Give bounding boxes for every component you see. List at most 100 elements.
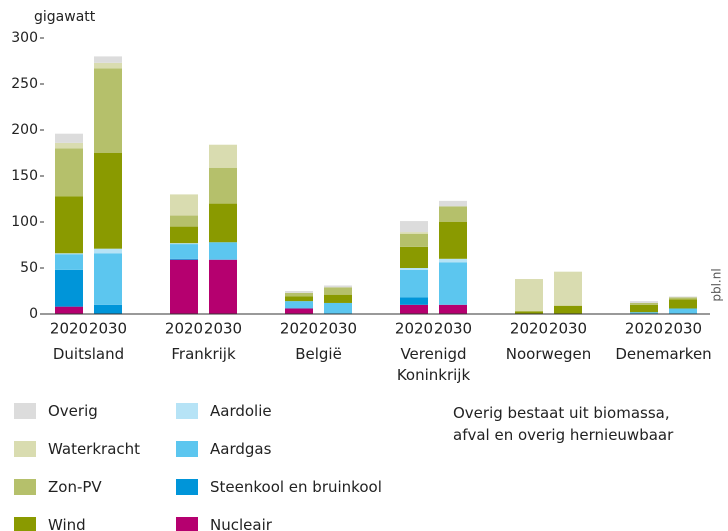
x-tick-label: 2030 <box>549 320 587 338</box>
x-tick-label: 2020 <box>395 320 433 338</box>
y-tick-label: 200 <box>11 122 38 138</box>
legend-swatch <box>14 517 36 531</box>
y-tick-label: 0 <box>29 306 38 322</box>
bar-segment <box>170 244 198 259</box>
x-tick-label: 2020 <box>625 320 663 338</box>
bar-segment <box>439 222 467 259</box>
bar-segment <box>209 167 237 204</box>
bar-segment <box>55 142 83 149</box>
bar-segment <box>170 194 198 216</box>
bar-segment <box>669 297 697 300</box>
bar-segment <box>94 304 122 314</box>
legend-swatch <box>176 403 198 419</box>
bar-segment <box>324 294 352 303</box>
bar-segment <box>515 311 543 314</box>
bar-segment <box>55 133 83 143</box>
bar-segment <box>170 215 198 227</box>
bar-segment <box>400 233 428 247</box>
y-tick-label: 150 <box>11 168 38 184</box>
y-tick-label: 300 <box>11 30 38 46</box>
bar-segment <box>400 297 428 305</box>
legend-label: Steenkool en bruinkool <box>210 478 382 496</box>
note: Overig bestaat uit biomassa, afval en ov… <box>453 404 674 444</box>
y-tick-label: 50 <box>20 260 38 276</box>
bar-segment <box>630 301 658 303</box>
legend-swatch <box>176 441 198 457</box>
legend-label: Zon-PV <box>48 478 102 496</box>
bar-segment <box>400 304 428 314</box>
y-tick-label: 100 <box>11 214 38 230</box>
bar-segment <box>55 306 83 314</box>
bar-segment <box>630 312 658 314</box>
bar-segment <box>55 253 83 255</box>
bar-segment <box>94 248 122 254</box>
bar-segment <box>400 269 428 298</box>
legend-label: Wind <box>48 516 86 531</box>
y-axis-label: gigawatt <box>34 9 96 25</box>
bar-segment <box>285 296 313 302</box>
bar-segment <box>285 308 313 314</box>
bar-segment <box>439 258 467 263</box>
bar-segment <box>55 254 83 270</box>
bar-segment <box>439 262 467 305</box>
bar-segment <box>209 242 237 260</box>
group-label: Frankrijk <box>171 345 236 363</box>
bar-segment <box>55 196 83 254</box>
bar-segment <box>324 302 352 314</box>
bar-segment <box>94 153 122 249</box>
bar-segment <box>669 299 697 309</box>
x-tick-label: 2030 <box>664 320 702 338</box>
group-label: Noorwegen <box>505 345 592 363</box>
x-tick-label: 2020 <box>280 320 318 338</box>
bar-segment <box>94 56 122 63</box>
bar-segment <box>630 302 658 305</box>
bar-segment <box>209 259 237 314</box>
y-tick-label: 250 <box>11 76 38 92</box>
bar-segment <box>285 291 313 293</box>
bar-segment <box>400 221 428 233</box>
bar-segment <box>285 301 313 309</box>
bar-segment <box>515 279 543 312</box>
bar-segment <box>669 308 697 314</box>
bar-segment <box>170 259 198 314</box>
legend-label: Aardgas <box>210 440 272 458</box>
legend-swatch <box>176 479 198 495</box>
bar-segment <box>400 246 428 268</box>
legend-swatch <box>176 517 198 531</box>
bar-segment <box>400 232 428 234</box>
x-tick-label: 2030 <box>204 320 242 338</box>
legend-swatch <box>14 441 36 457</box>
group-label: Verenigd Koninkrijk <box>396 345 471 384</box>
legend-swatch <box>14 403 36 419</box>
x-tick-label: 2020 <box>165 320 203 338</box>
group-label: België <box>295 345 342 363</box>
bar-segment <box>209 203 237 243</box>
x-tick-label: 2030 <box>319 320 357 338</box>
bar-segment <box>554 271 582 306</box>
bar-segment <box>170 258 198 260</box>
bar-segment <box>170 243 198 245</box>
source: pbl.nl <box>710 268 724 301</box>
bar-segment <box>285 292 313 297</box>
bar-segment <box>170 226 198 244</box>
group-label: Denemarken <box>615 345 712 363</box>
bar-segment <box>400 268 428 270</box>
bar-segment <box>439 304 467 314</box>
bar-segment <box>439 206 467 222</box>
group-label: Duitsland <box>52 345 125 363</box>
legend-label: Waterkracht <box>48 440 141 458</box>
legend-swatch <box>14 479 36 495</box>
bar-segment <box>209 144 237 168</box>
x-tick-label: 2030 <box>434 320 472 338</box>
bar-segment <box>554 305 582 314</box>
bar-segment <box>94 253 122 305</box>
legend-label: Aardolie <box>210 402 272 420</box>
legend-label: Nucleair <box>210 516 272 531</box>
x-tick-label: 2030 <box>89 320 127 338</box>
bar-segment <box>439 200 467 207</box>
bar-segment <box>324 287 352 295</box>
bar-segment <box>94 68 122 153</box>
bar-segment <box>669 296 697 298</box>
